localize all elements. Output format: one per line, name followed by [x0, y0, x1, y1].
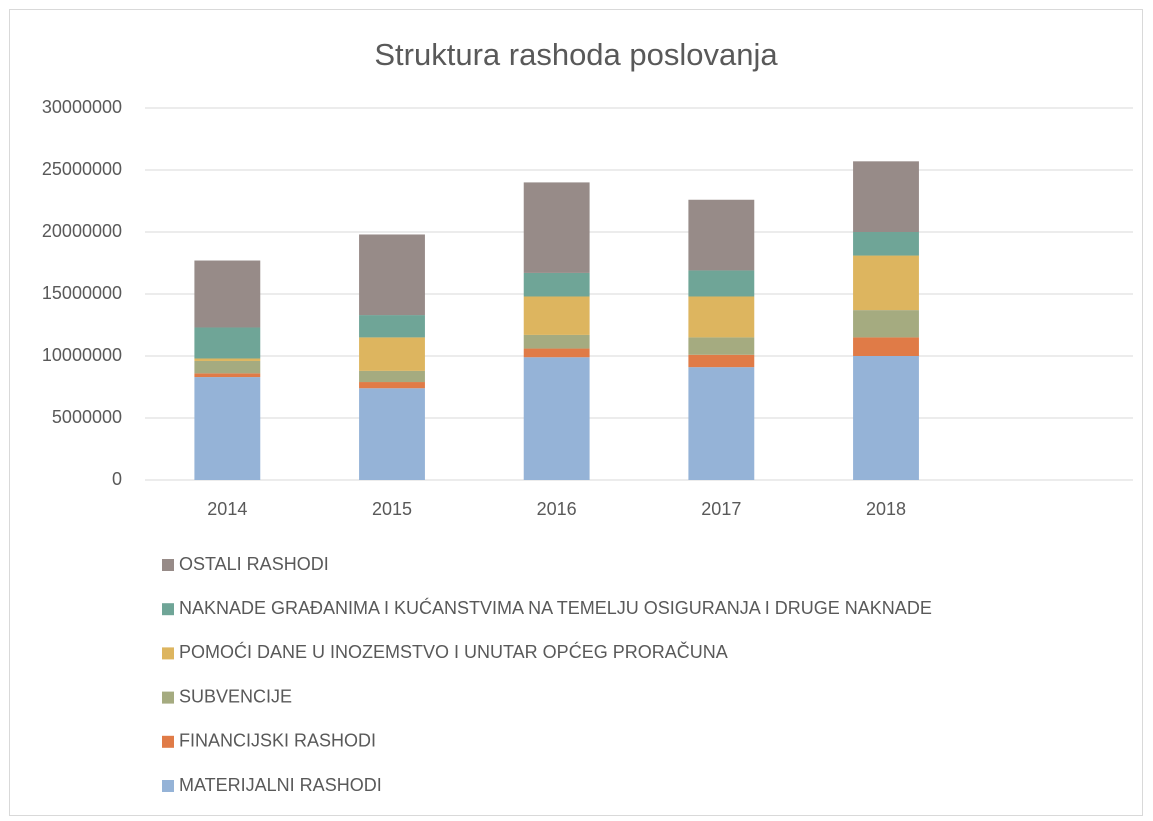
bar-segment — [688, 354, 755, 368]
bar-segment — [688, 199, 755, 271]
bar-segment — [194, 327, 261, 359]
bar-segment — [853, 310, 919, 338]
legend-swatch — [162, 735, 174, 748]
legend-label: NAKNADE GRAĐANIMA I KUĆANSTVIMA NA TEMEL… — [179, 597, 932, 618]
bar-segment — [359, 382, 425, 389]
bar-segment — [359, 315, 425, 338]
y-tick-label: 25000000 — [42, 159, 122, 179]
bar-segment — [194, 260, 261, 328]
x-tick-label: 2018 — [866, 499, 906, 519]
legend-swatch — [162, 780, 174, 792]
x-tick-label: 2014 — [207, 499, 247, 519]
bar-segment — [359, 337, 425, 371]
bar-segment — [688, 337, 755, 355]
bar-segment — [359, 234, 425, 316]
legend-swatch — [162, 691, 174, 704]
bar-segment — [523, 272, 590, 297]
bar-segment — [523, 296, 590, 335]
x-tick-label: 2015 — [372, 499, 412, 519]
bar-segment — [853, 232, 919, 256]
bar-segment — [359, 370, 425, 383]
y-tick-label: 0 — [112, 469, 122, 489]
bar-segment — [194, 358, 261, 361]
y-tick-label: 5000000 — [52, 407, 122, 427]
bar-segment — [194, 360, 261, 374]
bar-segment — [688, 367, 755, 480]
bar-segment — [523, 334, 590, 349]
bar-segment — [853, 337, 919, 356]
legend-swatch — [162, 647, 174, 660]
legend-swatch — [162, 559, 174, 571]
x-tick-label: 2017 — [701, 499, 741, 519]
x-tick-label: 2016 — [537, 499, 577, 519]
legend-label: FINANCIJSKI RASHODI — [179, 731, 376, 751]
bar-segment — [853, 356, 919, 480]
bar-segment — [194, 373, 261, 378]
bar-segment — [523, 357, 590, 480]
y-tick-label: 15000000 — [42, 283, 122, 303]
bar-segment — [523, 348, 590, 358]
y-tick-label: 20000000 — [42, 221, 122, 241]
legend-label: MATERIJALNI RASHODI — [179, 775, 382, 795]
legend-label: POMOĆI DANE U INOZEMSTVO I UNUTAR OPĆEG … — [179, 641, 728, 662]
y-tick-label: 30000000 — [42, 97, 122, 117]
bar-segment — [523, 182, 590, 273]
bar-segment — [853, 161, 919, 232]
y-tick-label: 10000000 — [42, 345, 122, 365]
bar-segment — [194, 377, 261, 480]
legend-label: OSTALI RASHODI — [179, 554, 329, 574]
bar-segment — [853, 255, 919, 311]
bar-segment — [359, 388, 425, 480]
legend-swatch — [162, 603, 174, 616]
bar-segment — [688, 296, 755, 338]
legend-label: SUBVENCIJE — [179, 686, 292, 706]
chart-title: Struktura rashoda poslovanja — [374, 37, 778, 72]
bar-segment — [688, 270, 755, 297]
